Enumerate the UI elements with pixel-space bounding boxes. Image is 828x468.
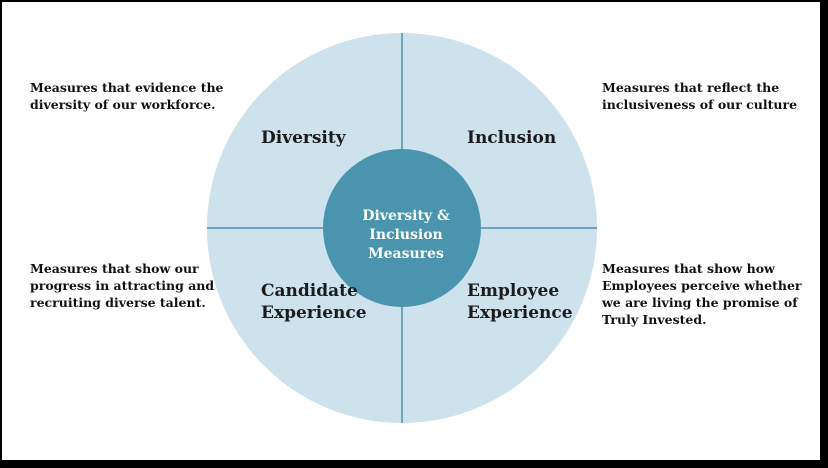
slide-canvas: Diversity & Inclusion Measures Diversity…	[2, 2, 820, 460]
description-inclusion: Measures that reflect the inclusiveness …	[602, 80, 798, 112]
center-circle	[323, 149, 481, 307]
quadrant-label-candidate-experience: Candidate Experience	[261, 281, 367, 323]
quadrant-label-inclusion: Inclusion	[467, 128, 557, 148]
description-employee-experience: Measures that show how Employees perceiv…	[602, 261, 802, 327]
center-label: Diversity & Inclusion Measures	[362, 208, 450, 262]
description-diversity: Measures that evidence the diversity of …	[30, 80, 224, 112]
quadrant-label-employee-experience: Employee Experience	[467, 281, 573, 323]
description-candidate-experience: Measures that show our progress in attra…	[30, 261, 215, 310]
quadrant-circle-diagram	[207, 33, 597, 423]
quadrant-label-diversity: Diversity	[261, 128, 346, 148]
